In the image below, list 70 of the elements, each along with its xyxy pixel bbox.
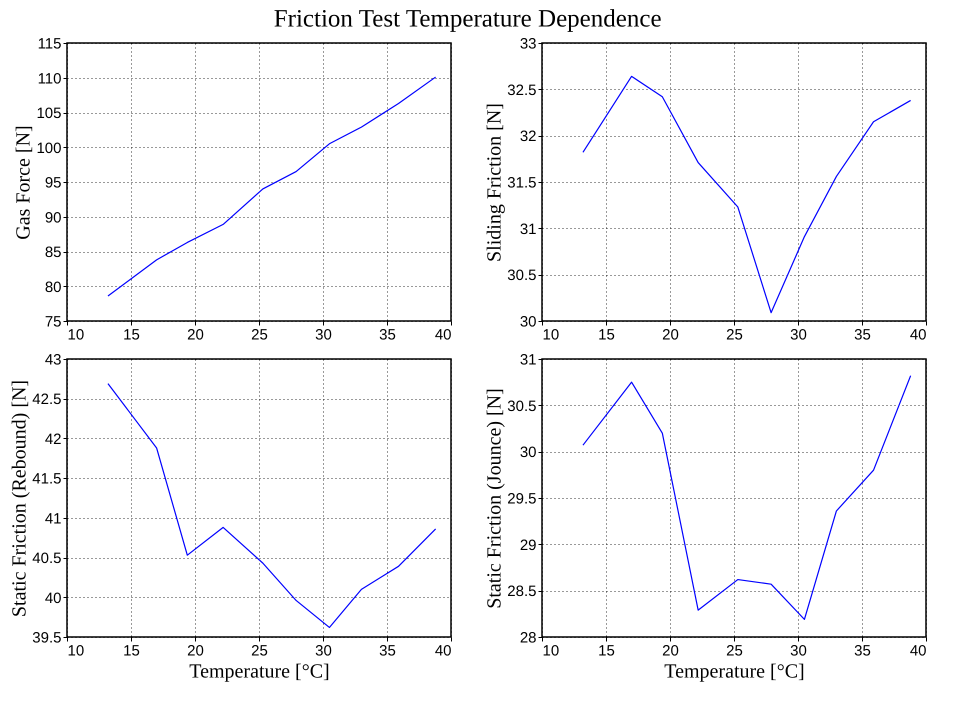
x-tick-label: 30 [315,642,332,660]
y-tick-label: 29 [520,536,536,554]
y-tick-label: 30.5 [507,267,536,284]
x-tick-label: 35 [379,642,396,660]
y-tick-label: 41.5 [32,470,62,488]
y-tick-label: 42.5 [32,391,62,408]
x-tick-label: 30 [790,642,807,660]
y-tick-label: 115 [38,36,62,52]
x-tick-label: 30 [315,326,332,344]
y-tick-label: 29.5 [507,490,536,508]
y-tick-label: 28 [520,630,536,646]
x-tick-label: 10 [68,642,84,660]
x-tick-label: 10 [68,326,84,344]
y-tick-label: 90 [44,209,62,226]
y-tick-label: 85 [44,244,62,261]
y-axis-title: Gas Force [N] [12,125,34,240]
x-tick-label: 20 [662,642,679,660]
y-tick-label: 30 [520,444,536,462]
y-axis-title: Static Friction (Rebound) [N] [8,380,30,618]
line-series [107,76,436,297]
y-tick-label: 32 [520,128,536,146]
y-tick-label: 31 [520,352,536,368]
x-tick-label: 40 [434,326,452,344]
y-tick-label: 100 [36,140,62,157]
y-tick-label: 31 [520,220,536,238]
x-tick-label: 15 [598,326,615,344]
line-series [107,383,436,628]
x-tick-label: 15 [123,642,140,660]
y-tick-label: 75 [44,314,62,330]
x-tick-label: 40 [910,326,926,344]
x-tick-label: 30 [790,326,807,344]
y-tick-label: 31.5 [507,174,536,192]
y-tick-label: 41 [44,510,62,528]
y-tick-label: 110 [38,70,62,88]
x-tick-label: 35 [854,642,871,660]
x-tick-label: 25 [726,326,743,344]
y-tick-label: 40 [44,590,62,607]
x-tick-label: 10 [542,326,560,344]
chart-title: Friction Test Temperature Dependence [274,5,662,32]
x-tick-label: 10 [542,642,560,660]
x-tick-label: 15 [598,642,615,660]
y-axis-title: Static Friction (Jounce) [N] [483,388,506,609]
x-axis-title: Temperature [°C] [189,660,330,682]
y-tick-label: 32.5 [507,82,536,99]
x-tick-label: 25 [726,642,743,660]
y-tick-label: 28.5 [507,583,536,600]
y-tick-label: 39.5 [32,630,62,646]
y-tick-label: 33 [520,36,536,52]
y-tick-label: 95 [44,174,62,192]
line-series [582,76,912,314]
y-tick-label: 43 [44,352,62,368]
y-tick-label: 40.5 [32,550,62,568]
x-tick-label: 25 [251,642,268,660]
y-tick-label: 30 [520,314,536,330]
y-tick-label: 105 [36,105,62,122]
x-tick-label: 40 [434,642,452,660]
y-tick-label: 30.5 [507,398,536,415]
y-axis-title: Sliding Friction [N] [483,103,506,262]
x-tick-label: 20 [662,326,679,344]
x-axis-title: Temperature [°C] [664,660,805,682]
x-tick-label: 40 [910,642,926,660]
x-tick-label: 20 [187,326,204,344]
x-tick-label: 35 [379,326,396,344]
line-series [582,375,912,620]
y-tick-label: 80 [44,278,62,296]
x-tick-label: 20 [187,642,204,660]
x-tick-label: 25 [251,326,268,344]
y-tick-label: 42 [44,430,62,448]
x-tick-label: 15 [123,326,140,344]
x-tick-label: 35 [854,326,871,344]
